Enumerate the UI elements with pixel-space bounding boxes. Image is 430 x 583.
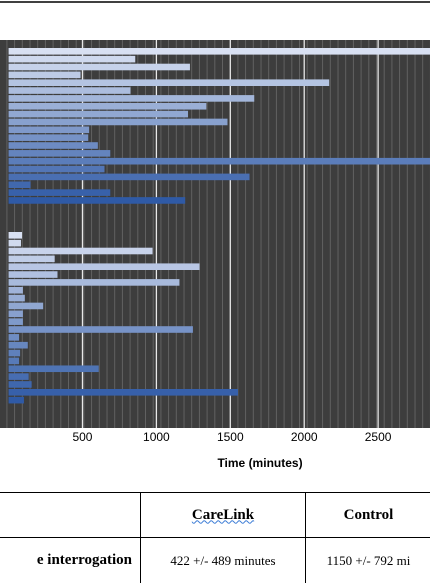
- bar: [8, 197, 186, 204]
- x-tick-label: 500: [72, 430, 92, 444]
- bar: [8, 239, 21, 247]
- bar: [8, 334, 20, 341]
- table-cell: Control: [305, 492, 430, 537]
- bar: [8, 294, 25, 302]
- bar: [8, 232, 23, 239]
- bar: [8, 357, 20, 365]
- bar: [8, 165, 105, 173]
- x-axis-label: Time (minutes): [217, 456, 302, 470]
- cell-text: 1150 +/- 792 mi: [326, 552, 411, 568]
- bar: [8, 142, 98, 149]
- table-cell: 1150 +/- 792 mi: [305, 537, 430, 583]
- bar: [8, 396, 24, 404]
- bar: [8, 349, 21, 357]
- cell-text: CareLink: [191, 506, 255, 523]
- bar: [8, 286, 23, 294]
- bar: [8, 302, 44, 310]
- bar: [8, 263, 200, 270]
- x-tick-label: 2000: [291, 430, 318, 444]
- x-tick-label: 1000: [143, 430, 170, 444]
- bar: [8, 181, 31, 189]
- bar: [8, 318, 23, 325]
- table-cell: CareLink: [140, 492, 305, 537]
- x-tick-label: 1500: [217, 430, 244, 444]
- bar: [8, 326, 193, 333]
- bar: [8, 341, 28, 349]
- bar: [8, 381, 32, 388]
- bar: [8, 271, 58, 278]
- bar: [8, 279, 180, 286]
- bar: [8, 150, 111, 157]
- bar: [8, 110, 189, 118]
- chart: Time (minutes) 500 1000 1500 2000 2500: [0, 1, 430, 470]
- bar: [8, 247, 153, 255]
- bar: [8, 255, 55, 263]
- bar: [8, 63, 190, 71]
- cell-text: Control: [343, 506, 394, 523]
- bar: [8, 95, 255, 102]
- bar: [8, 55, 136, 63]
- bar: [8, 389, 238, 396]
- bar: [8, 79, 330, 86]
- bar: [8, 48, 430, 55]
- bar: [8, 157, 430, 165]
- table-cell: 422 +/- 489 minutes: [140, 537, 305, 583]
- bar: [8, 134, 89, 141]
- cell-text: e interrogation: [36, 552, 132, 568]
- cell-text: 422 +/- 489 minutes: [170, 552, 276, 568]
- bar: [8, 365, 99, 373]
- x-tick-label: 2500: [365, 430, 392, 444]
- bar: [8, 87, 131, 94]
- bar: [8, 102, 207, 110]
- bar: [8, 126, 90, 134]
- table-cell: [0, 492, 140, 537]
- bar: [8, 173, 250, 181]
- table: CareLink Control e interrogation 422 +/- 48…: [0, 492, 430, 583]
- bar: [8, 189, 111, 196]
- bar: [8, 71, 81, 79]
- bar: [8, 310, 23, 318]
- bar: [8, 118, 228, 126]
- bar: [8, 373, 29, 380]
- table-cell: e interrogation: [0, 537, 140, 583]
